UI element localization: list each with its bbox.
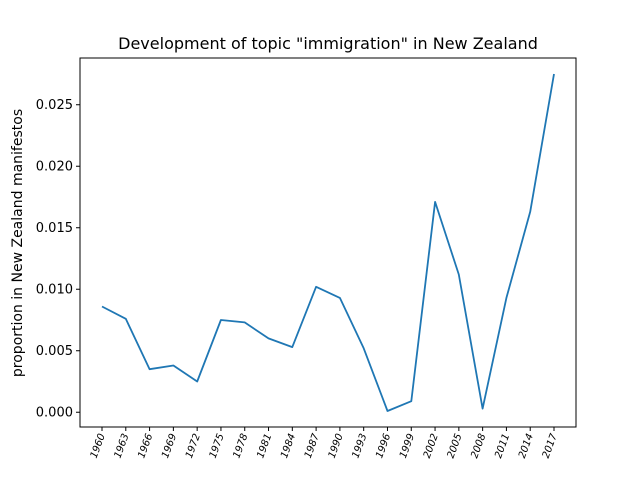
x-tick-label: 1969 [160, 432, 179, 460]
x-tick-label: 2011 [493, 432, 512, 460]
x-axis-ticks: 1960 1963 1966 1969 1972 1975 1978 1981 1984 1987… [89, 427, 560, 460]
series-group [101, 73, 555, 412]
y-axis-label: proportion in New Zealand manifestos [10, 109, 26, 377]
x-tick-label: 2005 [446, 432, 465, 460]
x-tick-label: 1993 [350, 432, 369, 460]
x-tick-label: 1987 [303, 432, 322, 460]
x-tick-label: 1984 [279, 432, 298, 460]
x-tick-label: 2002 [422, 432, 441, 460]
chart-title: Development of topic "immigration" in Ne… [118, 34, 538, 53]
x-tick-label: 1978 [232, 432, 251, 460]
x-tick-label: 1966 [136, 432, 155, 460]
x-tick-label: 1972 [184, 432, 203, 460]
y-tick-label: 0.005 [36, 344, 73, 359]
y-axis-ticks: 0.000 0.005 0.010 0.015 0.020 0.025 [36, 98, 80, 421]
x-tick-label: 2014 [517, 432, 536, 460]
x-tick-label: 1963 [113, 432, 132, 460]
x-tick-label: 1975 [208, 432, 227, 460]
x-tick-label: 2017 [541, 432, 560, 460]
y-tick-label: 0.015 [36, 221, 73, 236]
series-line [101, 73, 555, 412]
x-tick-label: 1960 [89, 432, 108, 460]
y-tick-label: 0.020 [36, 160, 73, 175]
y-tick-label: 0.025 [36, 98, 73, 113]
plot-frame [79, 57, 577, 428]
x-tick-label: 1990 [327, 432, 346, 460]
x-tick-label: 2008 [469, 432, 488, 460]
x-tick-label: 1996 [374, 432, 393, 460]
y-tick-label: 0.010 [36, 283, 73, 298]
x-tick-label: 1999 [398, 432, 417, 460]
y-tick-label: 0.000 [36, 406, 73, 421]
x-tick-label: 1981 [255, 432, 274, 460]
